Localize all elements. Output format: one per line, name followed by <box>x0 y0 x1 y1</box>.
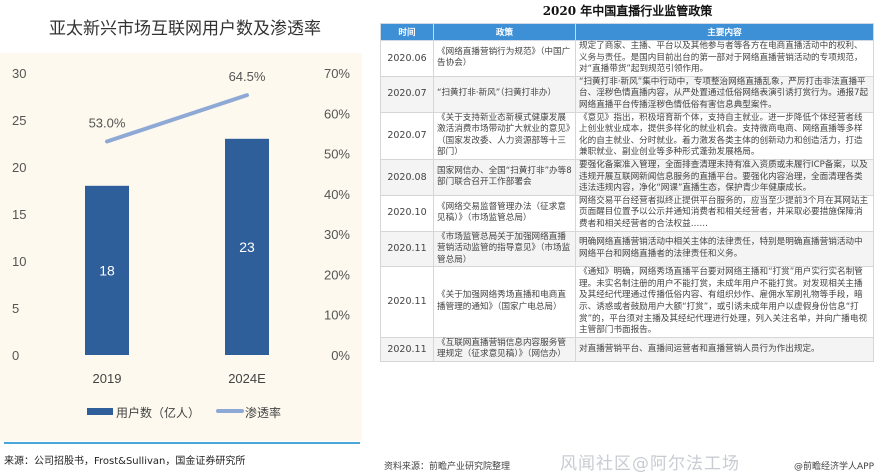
bar-data-label: 18 <box>99 262 115 278</box>
header-content: 主要内容 <box>575 23 874 41</box>
row-policy: 国家网信办、全国“扫黄打非”办等8部门联合召开工作部署会 <box>433 158 576 196</box>
left-tick-label: 30 <box>12 66 26 81</box>
left-tick-label: 0 <box>12 348 19 363</box>
row-content: 要强化备案准入管理，全面排查清理未持有准入资质或未履行ICP备案，以及违规开展互… <box>575 158 874 196</box>
line-data-label: 64.5% <box>229 69 266 84</box>
right-tick-label: 30% <box>324 227 350 242</box>
right-tick-label: 50% <box>324 147 350 162</box>
row-time: 2020.07 <box>380 75 434 113</box>
right-tick-label: 40% <box>324 187 350 202</box>
right-tick-label: 60% <box>324 106 350 121</box>
credit: @前瞻经济学人APP <box>793 462 874 472</box>
row-content: “扫黄打非·新风”集中行动中，专项整治网络直播乱象，严厉打击非法直播平台、淫秽色… <box>575 75 874 113</box>
row-time: 2020.11 <box>380 266 434 338</box>
row-time: 2020.11 <box>380 336 434 363</box>
table-row: 2020.11 《关于加强网络秀场直播和电商直播管理的通知》（国家广电总局） 《通知… <box>380 266 874 338</box>
row-time: 2020.07 <box>380 111 434 160</box>
left-tick-label: 25 <box>12 113 26 128</box>
table-title: 2020 年中国直播行业监管政策 <box>542 4 713 18</box>
header-policy: 政策 <box>433 23 576 41</box>
row-policy: 《关于支持新业态新模式健康发展激活消费市场带动扩大就业的意见》（国家发改委、人力… <box>433 111 576 160</box>
table-row: 2020.06 《网络直播营销行为规范》（中国广告协会） 规定了商家、主播、平台以及… <box>380 40 874 77</box>
row-policy: “扫黄打非·新风”（扫黄打非办） <box>433 75 576 113</box>
x-tick-label: 2019 <box>93 371 122 386</box>
header-time: 时间 <box>380 23 434 41</box>
row-content: 网络交易平台经营者拟终止提供平台服务的，应当至少提前3个月在其网站主页面醒目位置… <box>575 194 874 232</box>
row-policy: 《互联网直播营销信息内容服务管理规定（征求意见稿）》（网信办） <box>433 336 576 363</box>
bar-data-label: 23 <box>239 239 255 255</box>
table-source: 资料来源：前瞻产业研究院整理 <box>384 462 511 472</box>
row-policy: 《市场监管总局关于加强网络直播营销活动监管的指导意见》（市场监管总局） <box>433 230 576 268</box>
divider <box>4 442 360 444</box>
table-row: 2020.11 《互联网直播营销信息内容服务管理规定（征求意见稿）》（网信办） 对直… <box>380 336 874 363</box>
row-time: 2020.06 <box>380 40 434 77</box>
row-content: 《意见》指出，积极培育新个体，支持自主就业。进一步降低个体经营者线上创业就业成本… <box>575 111 874 160</box>
right-tick-label: 10% <box>324 308 350 323</box>
left-tick-label: 5 <box>12 301 19 316</box>
legend-bar-swatch <box>87 408 113 415</box>
left-tick-label: 20 <box>12 160 26 175</box>
penetration-line <box>105 93 249 144</box>
left-tick-label: 10 <box>12 254 26 269</box>
right-tick-label: 20% <box>324 267 350 282</box>
right-tick-label: 0% <box>331 348 350 363</box>
right-tick-label: 70% <box>324 66 350 81</box>
policy-table: 时间 政策 主要内容 2020.06 《网络直播营销行为规范》（中国广告协会） 规定… <box>380 23 874 363</box>
chart-svg: 0 5 10 15 20 25 30 0% 10% 20% 30% 40% 50% 60% 70% 18 201… <box>12 66 350 420</box>
row-time: 2020.08 <box>380 158 434 196</box>
chart-title: 亚太新兴市场互联网用户数及渗透率 <box>49 19 321 39</box>
table-row: 2020.10 《网络交易监督管理办法（征求意见稿）》（市场监管总局） 网络交易平台… <box>380 194 874 232</box>
row-policy: 《关于加强网络秀场直播和电商直播管理的通知》（国家广电总局） <box>433 266 576 338</box>
table-row: 2020.11 《市场监管总局关于加强网络直播营销活动监管的指导意见》（市场监管总… <box>380 230 874 268</box>
row-time: 2020.11 <box>380 230 434 268</box>
row-policy: 《网络直播营销行为规范》（中国广告协会） <box>433 40 576 77</box>
line-data-label: 53.0% <box>89 115 126 130</box>
bar <box>85 185 129 355</box>
bar <box>225 138 269 355</box>
row-time: 2020.10 <box>380 194 434 232</box>
watermark: 风闻社区@阿尔法工场 <box>560 454 740 474</box>
row-policy: 《网络交易监督管理办法（征求意见稿）》（市场监管总局） <box>433 194 576 232</box>
table-row: 2020.08 国家网信办、全国“扫黄打非”办等8部门联合召开工作部署会 要强化备案… <box>380 158 874 196</box>
legend-bar-label: 用户数（亿人） <box>116 405 200 420</box>
table-row: 2020.07 “扫黄打非·新风”（扫黄打非办） “扫黄打非·新风”集中行动中，专项… <box>380 75 874 113</box>
table-row: 2020.07 《关于支持新业态新模式健康发展激活消费市场带动扩大就业的意见》（国… <box>380 111 874 160</box>
legend-line-label: 渗透率 <box>245 405 281 420</box>
row-content: 规定了商家、主播、平台以及其他参与者等各方在电商直播活动中的权利、义务与责任。是… <box>575 40 874 77</box>
row-content: 明确网络直播营销活动中相关主体的法律责任，特别是明确直播营销活动中网络平台和网络… <box>575 230 874 268</box>
chart-source: 来源：公司招股书，Frost&Sullivan，国金证券研究所 <box>4 456 246 467</box>
row-content: 《通知》明确，网络秀场直播平台要对网络主播和“打赏”用户实行实名制管理。未实名制… <box>575 266 874 338</box>
x-tick-label: 2024E <box>228 371 266 386</box>
chart-panel: 0 5 10 15 20 25 30 0% 10% 20% 30% 40% 50% 60% 70% 18 201… <box>0 53 362 441</box>
row-content: 对直播营销平台、直播间运营者和直播营销人员行为作出规定。 <box>575 336 874 363</box>
left-tick-label: 15 <box>12 207 26 222</box>
